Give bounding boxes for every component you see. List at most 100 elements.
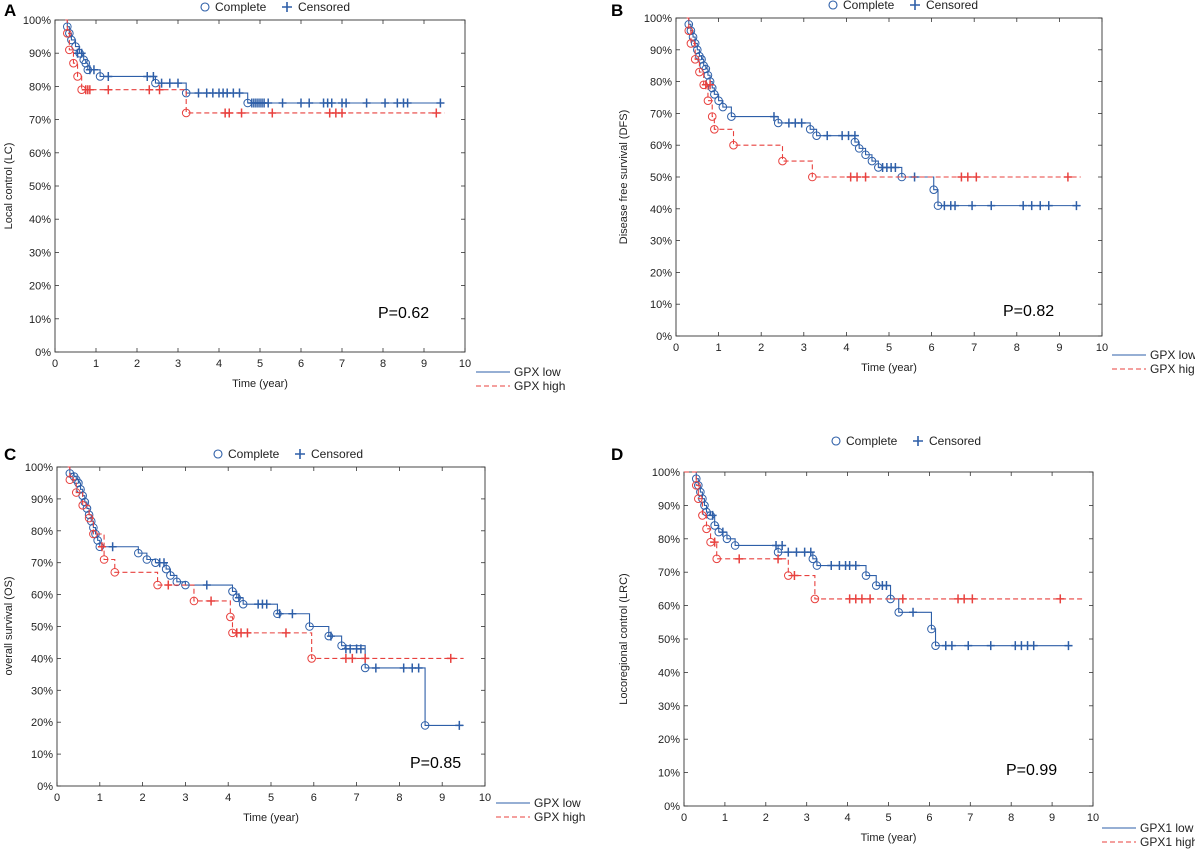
complete-point: [153, 580, 162, 590]
censored-point: [194, 88, 203, 98]
y-tick-label: 50%: [658, 634, 680, 646]
censored-point: [268, 108, 277, 118]
censored-point: [305, 98, 314, 108]
censored-point: [297, 98, 305, 108]
censored-point: [326, 631, 335, 641]
y-tick-label: 0%: [37, 781, 53, 793]
censored-point: [342, 98, 351, 108]
complete-point: [710, 125, 719, 134]
censored-point: [104, 71, 113, 81]
y-tick-label: 60%: [650, 140, 672, 152]
censored-point: [281, 628, 290, 638]
censored-point: [1063, 172, 1072, 182]
censored-point: [104, 85, 113, 95]
censored-point: [278, 98, 287, 108]
survival-curve: [67, 466, 464, 659]
censored-point: [399, 663, 408, 673]
y-tick-label: 70%: [658, 567, 680, 579]
x-tick-label: 5: [886, 342, 892, 354]
complete-point: [76, 485, 85, 494]
y-tick-label: 90%: [29, 48, 51, 60]
x-tick-label: 3: [801, 342, 807, 354]
censored-point: [947, 641, 956, 651]
censored-point: [1019, 201, 1028, 211]
complete-point: [161, 564, 171, 574]
legend-censored-label: Censored: [926, 0, 978, 12]
complete-point: [727, 112, 736, 121]
x-tick-label: 3: [804, 812, 810, 824]
censored-point: [964, 641, 973, 651]
legend-censored-label: Censored: [298, 0, 350, 14]
y-axis-label: Disease free survival (DFS): [618, 110, 630, 244]
complete-point: [773, 118, 783, 128]
y-tick-label: 100%: [25, 462, 53, 474]
complete-point: [718, 102, 728, 112]
x-tick-label: 6: [929, 342, 935, 354]
y-tick-label: 30%: [650, 236, 672, 248]
censored-point: [327, 98, 336, 108]
x-tick-label: 9: [1049, 812, 1055, 824]
complete-point: [420, 721, 430, 730]
censored-point: [455, 720, 464, 730]
censored-point: [1027, 201, 1036, 211]
y-tick-label: 30%: [31, 685, 53, 697]
x-tick-label: 9: [1056, 342, 1062, 354]
y-tick-label: 80%: [658, 534, 680, 546]
y-tick-label: 20%: [29, 281, 51, 293]
x-tick-label: 8: [1014, 342, 1020, 354]
censored-point: [235, 88, 244, 98]
legend-label: GPX high: [1150, 362, 1195, 376]
complete-point: [305, 622, 314, 631]
complete-point: [238, 599, 248, 609]
x-tick-label: 5: [268, 792, 274, 804]
panel-letter: D: [611, 445, 623, 464]
y-tick-label: 10%: [29, 314, 51, 326]
y-tick-label: 80%: [31, 526, 53, 538]
complete-point: [812, 561, 822, 570]
complete-point: [690, 39, 700, 48]
x-tick-label: 1: [97, 792, 103, 804]
complete-point: [142, 555, 152, 564]
legend-label: GPX1 low: [1140, 821, 1194, 835]
x-tick-label: 7: [339, 358, 345, 370]
censored-point: [851, 561, 860, 571]
x-tick-label: 4: [216, 358, 222, 370]
complete-point: [688, 32, 698, 42]
x-tick-label: 7: [354, 792, 360, 804]
complete-point: [714, 96, 723, 105]
censored-point: [1056, 594, 1065, 604]
y-tick-label: 0%: [35, 347, 51, 359]
x-tick-label: 7: [967, 812, 973, 824]
censored-point: [866, 594, 875, 604]
complete-point: [712, 554, 722, 564]
censored-marker-icon: [282, 2, 292, 12]
censored-point: [882, 581, 891, 591]
x-tick-label: 7: [971, 342, 977, 354]
y-tick-label: 30%: [29, 247, 51, 259]
censored-point: [89, 65, 98, 75]
x-tick-label: 4: [845, 812, 851, 824]
series-low: [63, 19, 445, 108]
complete-point: [172, 577, 182, 587]
x-tick-label: 6: [311, 792, 317, 804]
x-tick-label: 9: [439, 792, 445, 804]
censored-point: [857, 594, 866, 604]
complete-point: [778, 156, 787, 166]
complete-marker-icon: [828, 0, 838, 10]
legend-label: GPX high: [534, 810, 585, 824]
panel-b: B 0% 10% 20% 30% 40% 50% 60% 70% 80% 90% 100% 0 1 2 3 4 5…: [611, 0, 1195, 376]
complete-point: [929, 185, 939, 195]
x-tick-label: 3: [182, 792, 188, 804]
x-tick-label: 10: [1087, 812, 1099, 824]
censored-point: [160, 558, 168, 568]
y-axis-label: Local control (LC): [3, 143, 15, 230]
censored-point: [149, 71, 158, 81]
censored-point: [769, 112, 778, 122]
x-tick-label: 0: [673, 342, 679, 354]
complete-point: [226, 612, 235, 622]
censored-point: [237, 108, 246, 118]
series-high: [684, 471, 1085, 604]
complete-point: [110, 567, 120, 577]
y-axis-label: Locoregional control (LRC): [618, 573, 630, 704]
